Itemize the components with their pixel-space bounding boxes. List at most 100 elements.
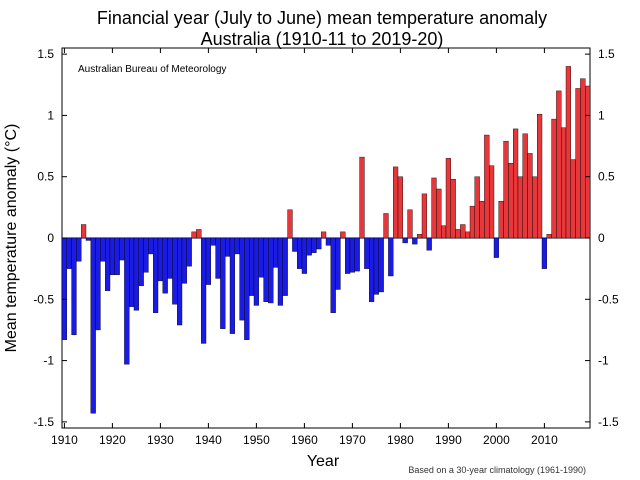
bar-1964 [321,231,327,239]
x-tick-label: 1970 [339,433,366,447]
bar-1957 [287,209,293,239]
bar-1998 [484,134,490,239]
bar-1966 [330,237,336,313]
bar-2011 [546,234,552,239]
bar-1939 [200,237,207,344]
y-tick-label-left: 1.5 [37,47,54,61]
bar-2019 [585,85,591,239]
bar-2006 [522,133,528,239]
bar-1954 [273,237,279,268]
x-tick-label: 1950 [243,433,270,447]
bar-1913 [76,237,82,262]
y-tick-label-right: -0.5 [598,292,619,306]
x-axis-label: Year [307,453,340,470]
bar-1948 [244,237,250,340]
bar-2000 [493,237,500,258]
bar-1960 [301,237,308,274]
bar-1920 [109,237,116,275]
bar-2008 [532,176,538,239]
bar-1970 [349,237,356,273]
bar-2002 [503,140,509,239]
bar-1995 [469,205,476,239]
x-tick-label: 1930 [147,433,174,447]
bar-1976 [378,237,384,293]
bar-1938 [196,229,202,239]
bar-1953 [268,237,274,304]
bar-1993 [460,224,466,239]
bar-2004 [513,128,519,239]
bar-1910 [61,237,68,340]
bar-2013 [556,90,562,239]
bar-1923 [124,237,130,365]
y-tick-label-left: 0.5 [37,170,54,184]
bar-1940 [205,237,212,285]
y-tick-label-right: -1 [598,354,609,368]
bar-2017 [575,88,581,239]
bar-1961 [306,237,312,256]
bar-1924 [128,237,135,307]
bar-1958 [292,237,298,252]
y-tick-label-left: -1 [43,354,54,368]
bar-1941 [210,237,216,246]
bar-2007 [527,153,533,239]
bar-1930 [157,237,164,282]
bar-1912 [71,237,77,336]
bar-1969 [345,237,351,274]
bar-1987 [431,177,437,239]
bar-1973 [364,237,370,269]
bar-1991 [450,178,456,239]
x-tick-label: 2000 [483,433,510,447]
bar-1986 [426,237,432,251]
bar-1963 [316,237,322,250]
chart-title-line2: Australia (1910-11 to 2019-20) [201,29,444,49]
bar-1992 [455,229,461,239]
bar-1945 [229,237,236,334]
bar-1932 [167,237,173,279]
x-tick-label: 1940 [195,433,222,447]
y-tick-label-right: 0 [598,231,605,245]
bar-1968 [340,231,346,239]
bar-1974 [369,237,375,302]
bar-1933 [172,237,178,305]
bar-1926 [138,237,144,287]
x-tick-label: 1960 [291,433,318,447]
bar-2003 [508,163,514,239]
bar-1925 [133,237,140,311]
bar-1937 [191,231,197,239]
bar-2001 [498,201,504,239]
bar-1980 [397,176,404,239]
bar-1929 [152,237,159,313]
x-tick-label: 1990 [435,433,462,447]
bar-1950 [253,237,260,306]
bar-2015 [565,66,572,239]
bar-1927 [143,237,149,273]
bar-1935 [181,237,188,284]
bar-1931 [162,237,168,294]
bar-1962 [311,237,317,253]
bar-2014 [561,127,567,239]
y-tick-label-left: 1 [47,108,54,122]
y-tick-label-right: 1 [598,108,605,122]
bar-1936 [186,237,192,267]
bar-1967 [335,237,341,290]
bar-1949 [248,237,255,296]
bar-2018 [580,78,586,239]
bar-1972 [359,156,365,239]
bar-2010 [541,237,548,269]
bar-1942 [215,237,221,279]
x-axis-ticks: 1910 1920 1930 1940 1950 1960 1970 1980 1990 2000… [51,48,558,447]
y-tick-label-left: 0 [47,231,54,245]
bar-1917 [95,237,101,331]
bar-1985 [421,193,428,239]
bar-1997 [479,201,485,239]
bar-1946 [234,237,240,255]
bar-1999 [489,165,495,239]
bar-1984 [417,234,423,239]
bar-1978 [388,237,394,277]
bar-1951 [258,237,264,278]
bar-1918 [100,237,106,262]
y-tick-label-left: -0.5 [33,292,54,306]
y-tick-label-right: 1.5 [598,47,615,61]
bar-1979 [393,166,399,239]
